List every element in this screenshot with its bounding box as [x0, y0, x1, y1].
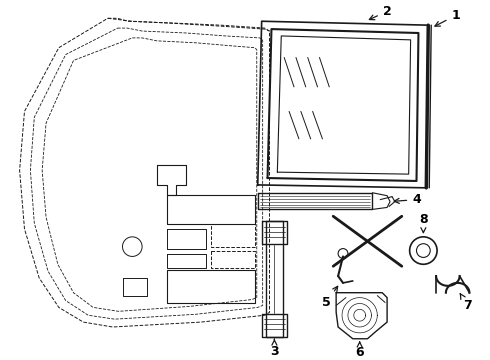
Circle shape: [416, 244, 430, 257]
Text: 2: 2: [369, 5, 392, 20]
Text: 4: 4: [394, 193, 421, 206]
Text: 8: 8: [419, 213, 428, 233]
Text: 6: 6: [355, 342, 364, 359]
Text: 3: 3: [270, 339, 279, 358]
Circle shape: [410, 237, 437, 264]
Text: 5: 5: [322, 286, 338, 309]
Text: 7: 7: [460, 293, 472, 312]
Text: 1: 1: [435, 9, 460, 26]
Circle shape: [338, 249, 348, 258]
